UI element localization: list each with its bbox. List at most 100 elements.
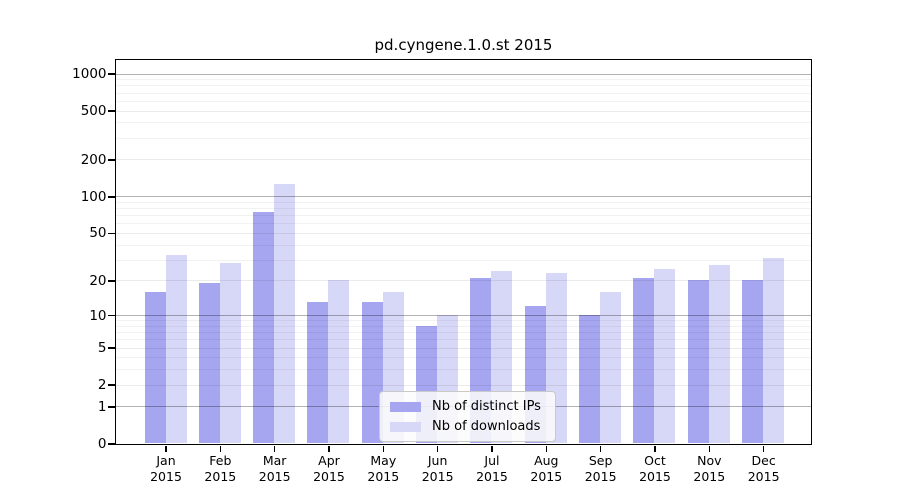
- bar-sep-distinct-ips: [579, 315, 601, 444]
- x-tick-year: 2015: [476, 468, 508, 484]
- gridline-800: [116, 85, 811, 87]
- gridline-70: [116, 215, 811, 217]
- x-tick-year: 2015: [204, 468, 237, 484]
- x-tick-year: 2015: [421, 468, 454, 484]
- x-tick-month: Apr: [318, 453, 340, 468]
- gridline-7: [116, 332, 811, 334]
- y-tick-mark-200: [108, 159, 115, 161]
- x-tick-label-dec: Dec 2015: [732, 453, 796, 484]
- y-tick-label-2: 2: [97, 377, 107, 394]
- x-tick-month: Dec: [751, 453, 776, 468]
- gridline-500: [116, 110, 811, 112]
- chart-title: pd.cyngene.1.0.st 2015: [374, 36, 553, 54]
- x-tick-month: May: [370, 453, 397, 468]
- gridline-60: [116, 223, 811, 225]
- y-tick-label-5: 5: [97, 340, 107, 357]
- x-tick-year: 2015: [693, 468, 726, 484]
- x-tick-mark-jan: [165, 445, 167, 452]
- x-tick-year: 2015: [258, 468, 291, 484]
- bar-oct-distinct-ips: [633, 277, 655, 444]
- y-tick-label-200: 200: [80, 151, 107, 168]
- gridline-900: [116, 79, 811, 81]
- gridline-40: [116, 244, 811, 246]
- bar-jan-downloads: [165, 254, 187, 444]
- bar-sep-downloads: [600, 291, 622, 444]
- y-tick-mark-20: [108, 280, 115, 282]
- gridline-80: [116, 208, 811, 210]
- gridline-300: [116, 137, 811, 139]
- bar-may-distinct-ips: [361, 302, 383, 444]
- legend-swatch-distinct-ips: [390, 401, 421, 412]
- x-tick-year: 2015: [367, 468, 400, 484]
- x-tick-label-nov: Nov 2015: [677, 453, 741, 484]
- bar-oct-downloads: [654, 269, 676, 444]
- y-tick-label-1000: 1000: [72, 66, 107, 82]
- y-tick-label-1: 1: [97, 398, 107, 415]
- x-tick-month: Jul: [484, 453, 500, 468]
- y-tick-label-10: 10: [89, 307, 107, 324]
- legend-label-distinct-ips: Nb of distinct IPs: [432, 399, 541, 414]
- x-tick-mark-may: [382, 445, 385, 452]
- y-tick-label-100: 100: [80, 188, 107, 205]
- x-tick-month: Oct: [644, 453, 666, 468]
- y-tick-label-0: 0: [97, 436, 107, 452]
- x-tick-mark-oct: [654, 445, 656, 452]
- x-tick-label-aug: Aug 2015: [514, 453, 578, 484]
- x-tick-mark-nov: [708, 445, 711, 452]
- x-tick-label-mar: Mar 2015: [243, 453, 307, 484]
- x-tick-year: 2015: [530, 468, 563, 484]
- bar-mar-downloads: [274, 184, 296, 444]
- y-tick-label-50: 50: [89, 225, 107, 242]
- y-tick-mark-2: [108, 384, 115, 386]
- y-tick-mark-1000: [108, 73, 115, 75]
- x-tick-month: Sep: [588, 453, 613, 468]
- x-tick-label-jan: Jan 2015: [134, 453, 198, 484]
- x-tick-label-jul: Jul 2015: [460, 453, 524, 484]
- x-tick-label-feb: Feb 2015: [188, 453, 252, 484]
- x-tick-label-jun: Jun 2015: [406, 453, 470, 484]
- x-tick-mark-sep: [599, 445, 602, 452]
- x-tick-mark-feb: [219, 445, 222, 452]
- x-tick-year: 2015: [313, 468, 345, 484]
- legend-item-downloads: Nb of downloads: [390, 419, 541, 434]
- bar-apr-distinct-ips: [307, 302, 329, 444]
- x-tick-label-may: May 2015: [351, 453, 415, 484]
- gridline-20: [116, 280, 811, 282]
- gridline-10: [116, 315, 811, 317]
- x-tick-mark-aug: [545, 445, 548, 452]
- x-tick-month: Aug: [534, 453, 559, 468]
- x-tick-label-sep: Sep 2015: [569, 453, 633, 484]
- gridline-4: [116, 357, 811, 359]
- plot-canvas: [116, 60, 811, 444]
- gridline-8: [116, 325, 811, 327]
- bar-dec-downloads: [763, 257, 785, 444]
- x-tick-month: Nov: [697, 453, 722, 468]
- bar-nov-downloads: [708, 265, 730, 444]
- x-tick-label-apr: Apr 2015: [297, 453, 361, 484]
- gridline-90: [116, 201, 811, 203]
- bar-apr-downloads: [328, 280, 350, 444]
- y-tick-mark-1: [108, 406, 115, 408]
- bar-nov-distinct-ips: [687, 280, 709, 444]
- y-tick-label-500: 500: [80, 103, 107, 120]
- x-tick-month: Jun: [427, 453, 448, 468]
- x-tick-label-oct: Oct 2015: [623, 453, 687, 484]
- bar-feb-downloads: [219, 263, 241, 444]
- gridline-600: [116, 100, 811, 102]
- legend-label-downloads: Nb of downloads: [432, 419, 541, 434]
- bar-feb-distinct-ips: [198, 283, 220, 444]
- x-tick-year: 2015: [584, 468, 617, 484]
- x-tick-year: 2015: [747, 468, 780, 484]
- y-tick-label-20: 20: [89, 272, 107, 289]
- gridline-1000: [116, 73, 811, 75]
- x-tick-month: Mar: [262, 453, 287, 468]
- gridline-2: [116, 384, 811, 386]
- gridline-6: [116, 339, 811, 341]
- gridline-200: [116, 159, 811, 161]
- bar-jan-distinct-ips: [144, 291, 166, 444]
- gridline-5: [116, 347, 811, 349]
- y-tick-mark-0: [108, 443, 115, 445]
- x-tick-mark-mar: [273, 445, 276, 452]
- legend-item-distinct-ips: Nb of distinct IPs: [390, 399, 541, 414]
